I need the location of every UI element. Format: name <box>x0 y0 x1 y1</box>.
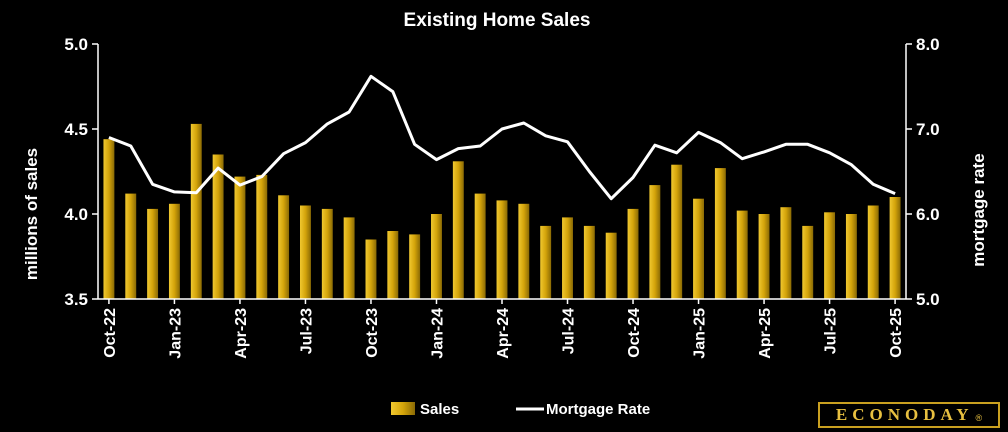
bar-apr-24 <box>496 200 508 299</box>
right-tick-label: 7.0 <box>916 120 940 139</box>
bar-feb-23 <box>190 123 202 300</box>
x-tick-label: Apr-23 <box>233 308 250 359</box>
x-tick-label: Jan-23 <box>167 308 184 359</box>
bar-oct-23 <box>365 239 377 299</box>
bar-sep-25 <box>867 205 879 299</box>
x-tick-label: Apr-24 <box>495 308 512 359</box>
bar-oct-22 <box>103 139 115 299</box>
mortgage-rate-line <box>108 74 896 201</box>
bar-may-24 <box>518 203 530 299</box>
left-tick-label: 4.5 <box>64 120 88 139</box>
legend-label-sales: Sales <box>420 401 459 418</box>
left-tick-label: 4.0 <box>64 205 88 224</box>
legend-swatch-sales <box>391 402 415 415</box>
bar-mar-25 <box>736 210 748 299</box>
bar-may-23 <box>256 174 268 299</box>
x-tick-label: Jul-25 <box>823 308 840 354</box>
right-tick-label: 6.0 <box>916 205 940 224</box>
bar-dec-22 <box>147 208 159 299</box>
bar-mar-24 <box>474 193 486 299</box>
logo-text: ECONODAY <box>835 405 974 424</box>
x-tick-label: Apr-25 <box>757 308 774 359</box>
legend-label-mortgage-rate: Mortgage Rate <box>546 401 650 418</box>
bar-apr-23 <box>234 176 246 299</box>
right-tick-label: 5.0 <box>916 290 940 309</box>
bar-apr-25 <box>758 214 770 299</box>
x-tick-label: Oct-23 <box>364 308 381 358</box>
x-tick-label: Jan-24 <box>429 308 446 359</box>
x-tick-label: Oct-25 <box>888 308 905 358</box>
bar-dec-23 <box>409 234 421 299</box>
bar-feb-24 <box>452 161 464 299</box>
right-axis: 5.0 6.0 7.0 8.0 <box>905 35 940 309</box>
x-tick-label: Jul-24 <box>561 308 578 354</box>
bar-sep-24 <box>605 232 617 299</box>
bar-jun-25 <box>802 225 814 299</box>
x-tick-label: Jul-23 <box>298 308 315 354</box>
x-tick-label: Oct-22 <box>102 308 119 358</box>
x-axis: Oct-22 Jan-23 Apr-23 Jul-23 Oct-23 Jan-24 Apr-… <box>98 298 906 359</box>
bar-jul-23 <box>300 205 311 299</box>
left-tick-label: 3.5 <box>64 290 88 309</box>
bar-jun-24 <box>540 225 552 299</box>
bar-oct-25 <box>889 197 901 299</box>
bar-sep-23 <box>343 217 355 299</box>
bar-jan-25 <box>693 198 704 299</box>
bar-jan-23 <box>168 203 180 299</box>
plot-area <box>103 74 901 300</box>
chart-title: Existing Home Sales <box>404 10 591 31</box>
bar-jun-23 <box>278 195 290 299</box>
econoday-logo: ECONODAY ® <box>818 402 1000 428</box>
registered-mark: ® <box>975 413 983 423</box>
bar-nov-22 <box>125 193 137 299</box>
left-axis-title: millions of sales <box>22 148 41 280</box>
bar-oct-24 <box>627 208 639 299</box>
bar-aug-25 <box>845 214 857 299</box>
bar-aug-23 <box>321 208 333 299</box>
right-tick-label: 8.0 <box>916 35 940 54</box>
bar-may-25 <box>780 207 792 299</box>
bar-aug-24 <box>583 225 595 299</box>
left-axis: 3.5 4.0 4.5 5.0 <box>64 35 99 309</box>
bar-mar-23 <box>212 154 224 299</box>
bar-nov-24 <box>649 185 661 299</box>
x-tick-label: Oct-24 <box>626 308 643 358</box>
legend: Sales Mortgage Rate <box>391 401 650 418</box>
bar-feb-25 <box>714 168 726 299</box>
bar-jan-24 <box>431 214 442 299</box>
bar-jul-24 <box>562 217 573 299</box>
bar-nov-23 <box>387 231 399 299</box>
x-tick-label: Jan-25 <box>692 308 709 359</box>
left-tick-label: 5.0 <box>64 35 88 54</box>
bar-jul-25 <box>824 212 836 299</box>
right-axis-title: mortgage rate <box>969 153 988 266</box>
bar-dec-24 <box>671 164 683 299</box>
